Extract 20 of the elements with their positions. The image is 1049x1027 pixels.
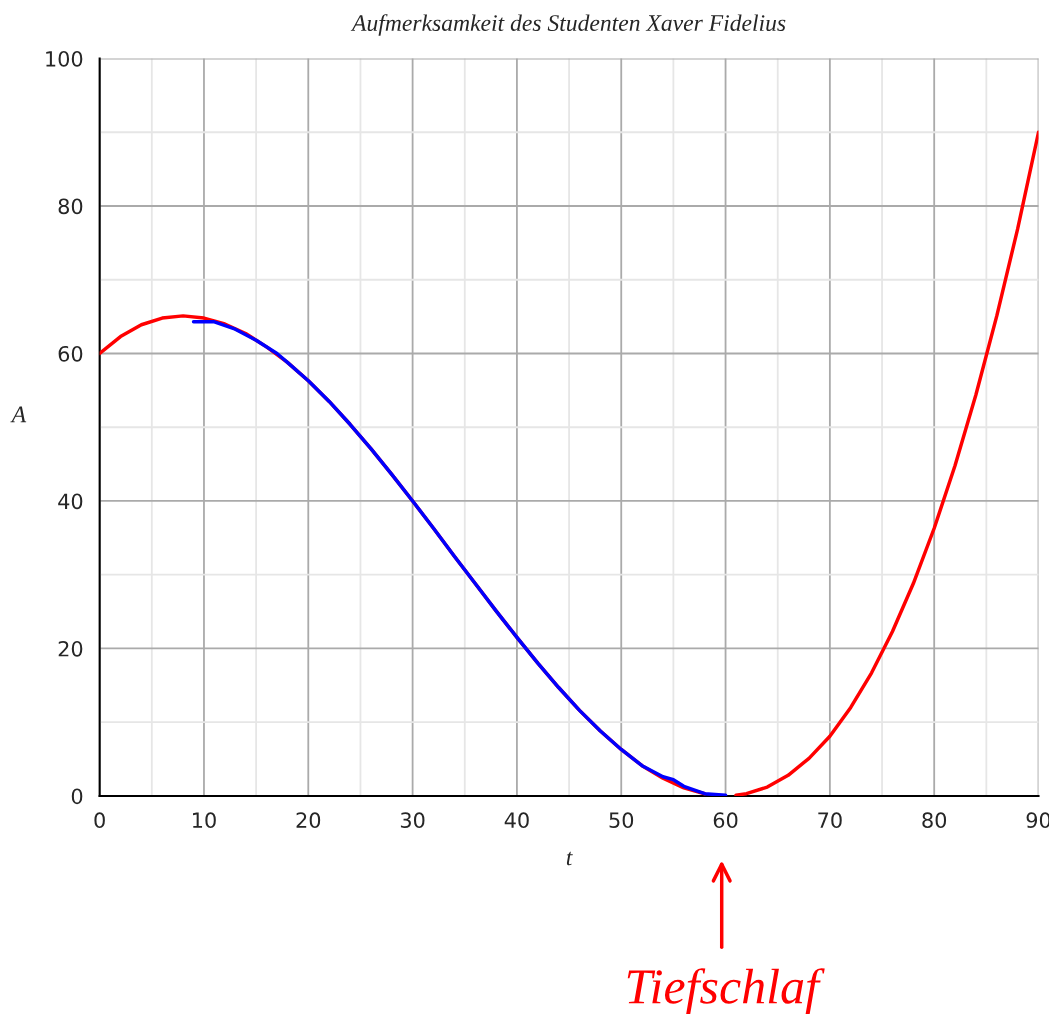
x-tick-label: 30: [400, 812, 425, 829]
x-tick-label: 70: [818, 812, 842, 829]
x-tick-label: 80: [922, 812, 947, 829]
x-tick-label: 40: [504, 812, 529, 829]
text: Tiefschlaf: [627, 968, 825, 1014]
x-tick-label: 50: [609, 812, 634, 829]
y-axis-title: A: [10, 406, 27, 423]
x-tick-label: 0: [94, 812, 105, 829]
y-tick-label: 100: [46, 50, 83, 67]
y-tick-label: 0: [71, 788, 83, 805]
x-tick-label: 20: [296, 812, 321, 829]
x-axis-title: t: [566, 851, 573, 866]
chart-title: Aufmerksamkeit des Studenten Xaver Fidelius: [350, 14, 786, 36]
y-tick-label: 80: [58, 198, 83, 215]
y-tick-label: 40: [58, 493, 83, 510]
y-tick-label: 60: [58, 345, 83, 362]
x-tick-label: 10: [193, 812, 216, 829]
x-tick-label: 60: [713, 812, 738, 829]
y-tick-label: 20: [58, 640, 83, 657]
line-series: [191, 320, 728, 796]
